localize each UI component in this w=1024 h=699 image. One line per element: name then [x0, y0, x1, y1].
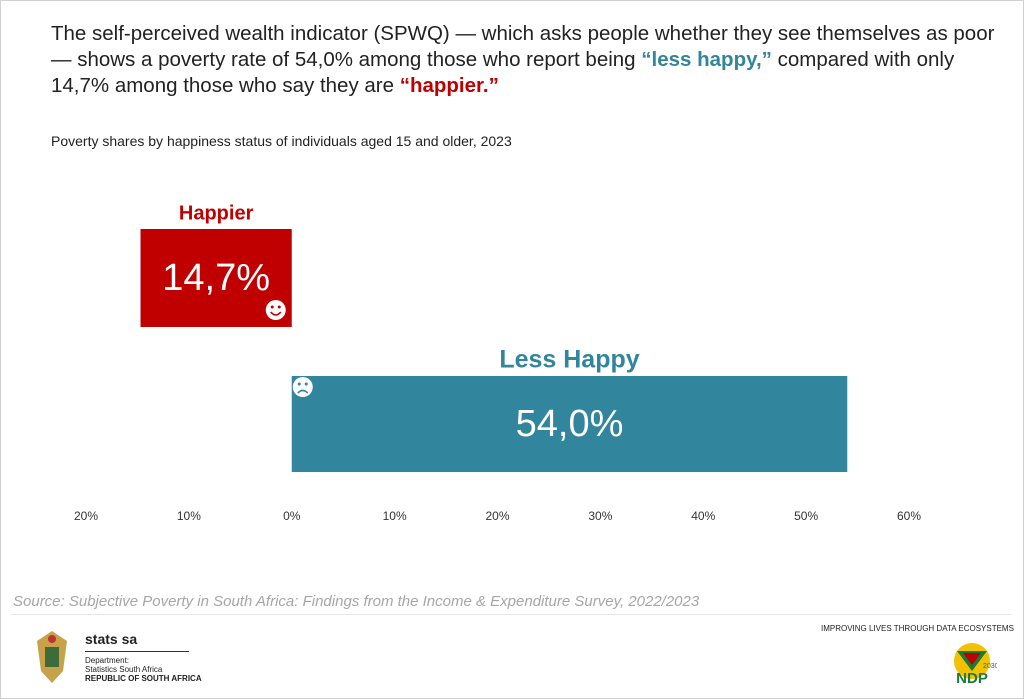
- headline-text: The self-perceived wealth indicator (SPW…: [51, 22, 995, 71]
- icon-face: [292, 377, 313, 397]
- bar: [291, 376, 848, 472]
- org-rule: [85, 651, 189, 652]
- x-tick-label: 10%: [177, 509, 201, 523]
- tagline: IMPROVING LIVES THROUGH DATA ECOSYSTEMS: [821, 624, 1014, 633]
- source: Source: Subjective Poverty in South Afri…: [13, 593, 700, 610]
- value-label: 14,7%: [162, 257, 270, 299]
- sad-icon: [292, 377, 313, 397]
- x-tick-label: 10%: [383, 509, 407, 523]
- chart: 20% 10% 0% 10% 20% 30% 40% 50% 60% Happier 14,7% Le…: [74, 202, 921, 523]
- org-country: REPUBLIC OF SOUTH AFRICA: [85, 674, 202, 683]
- icon-eye: [270, 305, 274, 309]
- icon-mouth: [297, 389, 309, 394]
- x-tick-label: 20%: [74, 509, 98, 523]
- x-tick-label: 40%: [691, 509, 715, 523]
- icon-eye: [297, 382, 301, 386]
- icon-face: [265, 300, 286, 320]
- x-tick-label: 60%: [897, 509, 921, 523]
- category-label: Less Happy: [499, 346, 639, 374]
- ndp-text: NDP: [956, 670, 988, 687]
- icon-eye: [277, 305, 281, 309]
- divider: [11, 614, 1011, 615]
- org-dept: Department:: [85, 656, 130, 665]
- coat-of-arms: [37, 631, 67, 683]
- icon-mouth: [270, 311, 282, 316]
- headline-text: compared with only 14,7% among those who…: [51, 48, 955, 97]
- x-tick-label: 20%: [485, 509, 509, 523]
- category-label: Happier: [179, 202, 254, 224]
- org-name: stats sa: [85, 631, 138, 647]
- x-tick-label: 50%: [794, 509, 818, 523]
- headline-highlight: “less happy,”: [641, 48, 772, 71]
- headline-highlight: “happier.”: [399, 74, 499, 97]
- ndp-logo: 2030 NDP: [954, 643, 997, 687]
- x-tick-label: 0%: [283, 509, 301, 523]
- icon-eye: [304, 382, 308, 386]
- value-label: 54,0%: [516, 403, 624, 445]
- ndp-year: 2030: [983, 663, 997, 670]
- subtitle: Poverty shares by happiness status of in…: [51, 133, 512, 149]
- happy-icon: [265, 300, 286, 320]
- x-tick-label: 30%: [588, 509, 612, 523]
- org-dept-name: Statistics South Africa: [85, 665, 163, 674]
- headline: The self-perceived wealth indicator (SPW…: [51, 21, 1011, 99]
